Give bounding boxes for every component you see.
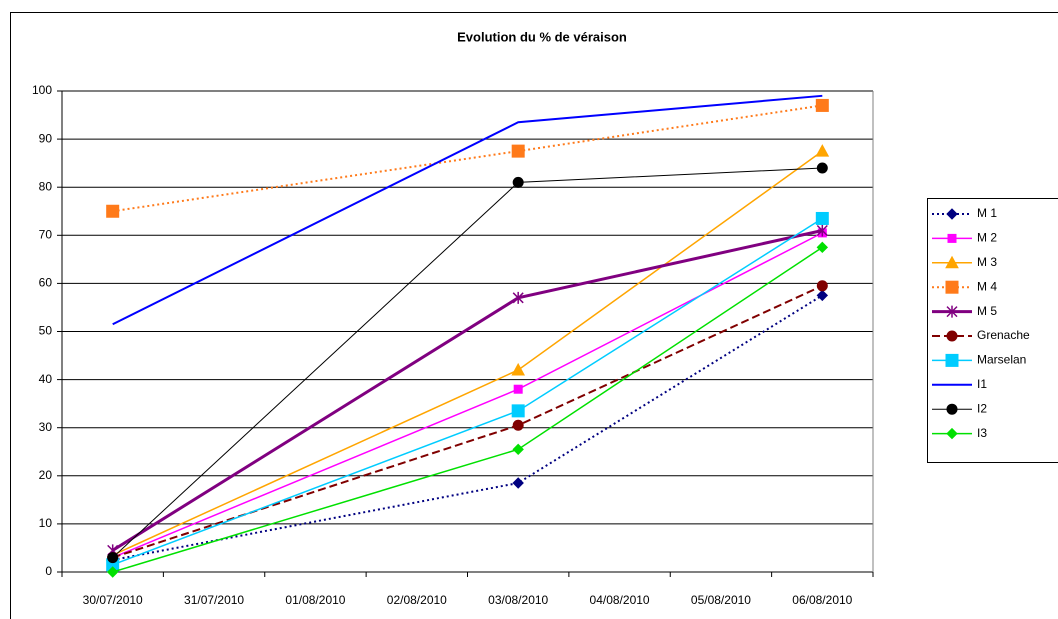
legend-label: M 4 — [977, 279, 997, 293]
y-tick-label: 90 — [39, 131, 53, 145]
x-tick-label: 31/07/2010 — [184, 593, 244, 607]
data-point — [815, 144, 830, 157]
legend-marker — [945, 353, 959, 367]
data-point — [511, 404, 525, 418]
y-tick-label: 20 — [39, 468, 53, 482]
data-point — [816, 289, 829, 302]
legend-label: M 2 — [977, 231, 997, 245]
y-tick-label: 60 — [39, 276, 53, 290]
x-tick-label: 02/08/2010 — [387, 593, 447, 607]
data-point — [815, 98, 829, 112]
data-point — [511, 144, 525, 158]
data-point — [815, 211, 829, 225]
x-tick-label: 04/08/2010 — [590, 593, 650, 607]
legend-label: I3 — [977, 426, 987, 440]
y-tick-label: 30 — [39, 420, 53, 434]
y-tick-label: 70 — [39, 227, 53, 241]
legend-label: M 3 — [977, 255, 997, 269]
y-tick-label: 80 — [39, 179, 53, 193]
data-point — [512, 291, 524, 304]
data-point — [816, 241, 829, 254]
legend-label: I2 — [977, 401, 987, 415]
series-line — [112, 294, 823, 561]
data-point — [106, 204, 120, 218]
chart-border — [10, 12, 1058, 619]
x-tick-label: 01/08/2010 — [285, 593, 345, 607]
legend-marker — [946, 403, 958, 415]
y-tick-label: 100 — [32, 83, 52, 97]
data-point — [106, 566, 119, 578]
chart-title: Evolution du % de véraison — [457, 29, 627, 44]
legend-marker — [946, 427, 958, 440]
data-point — [512, 443, 524, 456]
data-point — [816, 224, 828, 237]
data-point — [512, 419, 524, 431]
data-point — [513, 384, 523, 394]
legend-marker — [946, 330, 958, 342]
legend-label: M 5 — [977, 304, 997, 318]
legend-marker — [945, 280, 959, 294]
data-point — [512, 477, 524, 489]
legend-label: I1 — [977, 377, 987, 391]
legend-marker — [947, 233, 957, 243]
x-tick-label: 05/08/2010 — [691, 593, 751, 607]
legend-label: Grenache — [977, 328, 1030, 342]
legend-label: M 1 — [977, 206, 997, 220]
legend-marker — [945, 255, 959, 269]
data-point — [511, 362, 526, 376]
legend-marker — [946, 208, 958, 220]
legend-label: Marselan — [977, 353, 1026, 367]
x-tick-label: 06/08/2010 — [792, 593, 852, 607]
series-line — [112, 104, 823, 213]
legend-marker — [946, 305, 958, 318]
data-point — [512, 176, 524, 188]
series-line — [112, 94, 823, 326]
y-tick-label: 40 — [39, 372, 53, 386]
data-point — [816, 162, 828, 174]
x-tick-label: 03/08/2010 — [488, 593, 548, 607]
y-tick-label: 0 — [45, 564, 52, 578]
y-tick-label: 10 — [39, 516, 53, 530]
y-tick-label: 50 — [39, 324, 53, 338]
x-tick-label: 30/07/2010 — [83, 593, 143, 607]
data-point — [107, 552, 119, 564]
data-point — [816, 280, 828, 292]
